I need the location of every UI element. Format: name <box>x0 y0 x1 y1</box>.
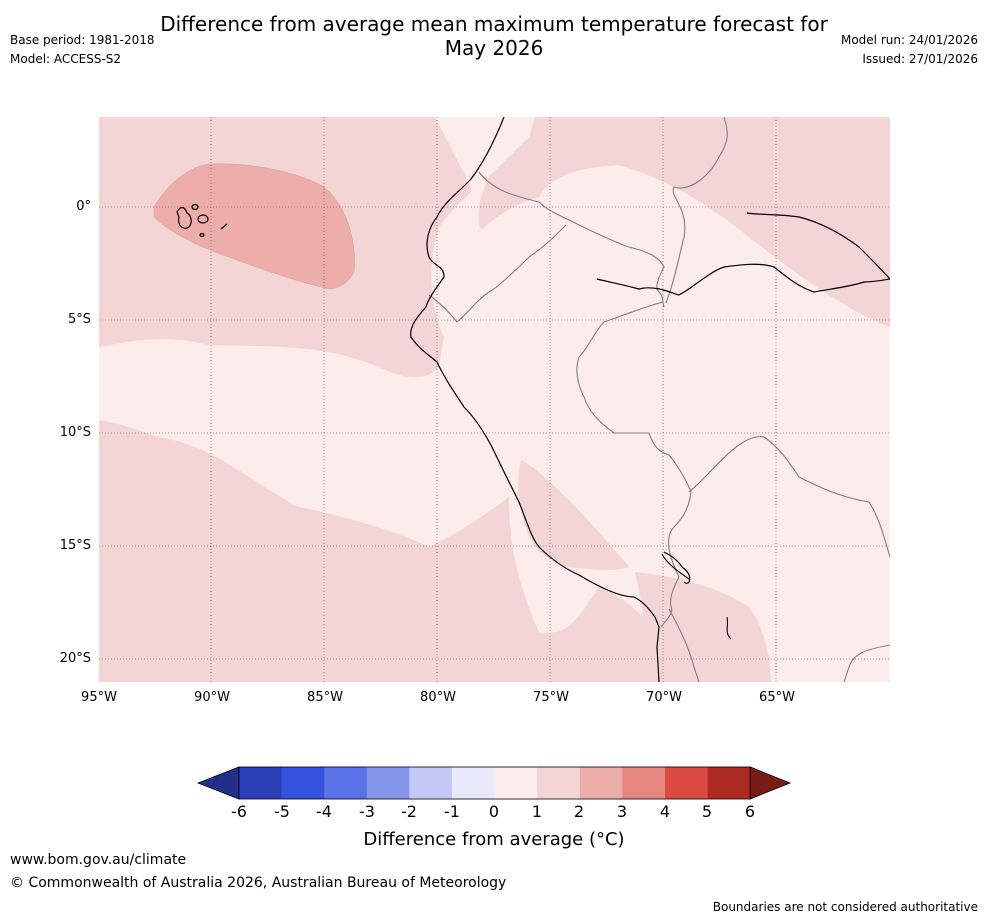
cb-tick-2: 2 <box>573 802 585 821</box>
colorbar <box>196 766 792 800</box>
lon-label-85w: 85°W <box>307 690 343 705</box>
colorbar-segment <box>537 767 581 799</box>
cb-tick-0: 0 <box>488 802 500 821</box>
coastlines <box>410 117 890 682</box>
colorbar-segment <box>665 767 708 799</box>
cb-tick-neg1: -1 <box>444 802 460 821</box>
map-title: Difference from average mean maximum tem… <box>0 12 988 60</box>
cb-tick-neg4: -4 <box>316 802 332 821</box>
lon-label-90w: 90°W <box>194 690 230 705</box>
cb-tick-neg2: -2 <box>401 802 417 821</box>
lakes <box>661 553 732 640</box>
graticule <box>99 117 890 682</box>
shade-band-0-1-north <box>435 117 535 235</box>
cb-tick-neg5: -5 <box>274 802 290 821</box>
cb-tick-neg6: -6 <box>231 802 247 821</box>
lat-label-10s: 10°S <box>59 425 91 440</box>
lon-label-75w: 75°W <box>533 690 569 705</box>
anomaly-map <box>99 117 890 682</box>
colorbar-segment <box>452 767 495 799</box>
model-name: Model: ACCESS-S2 <box>10 52 122 66</box>
colorbar-arrow-high <box>749 766 792 800</box>
lat-label-20s: 20°S <box>59 651 91 666</box>
lat-label-0: 0° <box>76 199 91 214</box>
issued-date: Issued: 27/01/2026 <box>862 52 978 66</box>
title-line-2: May 2026 <box>444 36 544 60</box>
lat-label-15s: 15°S <box>59 538 91 553</box>
cb-tick-3: 3 <box>616 802 628 821</box>
cb-tick-neg3: -3 <box>359 802 375 821</box>
galapagos-islands <box>176 203 228 238</box>
colorbar-segment <box>579 767 623 799</box>
colorbar-segment <box>409 767 453 799</box>
shade-andes-1-2 <box>518 460 629 571</box>
shade-band-0-1 <box>99 117 890 682</box>
cb-tick-4: 4 <box>659 802 671 821</box>
shade-altiplano-1-2 <box>635 572 771 682</box>
lon-label-95w: 95°W <box>81 690 117 705</box>
shade-galapagos-2-3 <box>153 163 355 290</box>
title-line-1: Difference from average mean maximum tem… <box>160 12 828 36</box>
colorbar-segment <box>324 767 368 799</box>
cb-tick-1: 1 <box>531 802 543 821</box>
cb-tick-6: 6 <box>744 802 756 821</box>
colorbar-segment <box>707 767 751 799</box>
cb-tick-5: 5 <box>701 802 713 821</box>
colorbar-segment <box>239 767 282 799</box>
lat-label-5s: 5°S <box>67 312 91 327</box>
colorbar-segment <box>366 767 410 799</box>
base-period: Base period: 1981-2018 <box>10 33 155 47</box>
colorbar-segment <box>622 767 666 799</box>
website-link[interactable]: www.bom.gov.au/climate <box>10 852 187 868</box>
colorbar-segment <box>494 767 538 799</box>
colorbar-segment <box>281 767 325 799</box>
lon-label-65w: 65°W <box>759 690 795 705</box>
country-borders <box>428 117 890 682</box>
colorbar-arrow-low <box>196 766 240 800</box>
colorbar-title: Difference from average (°C) <box>363 829 625 850</box>
lon-label-70w: 70°W <box>646 690 682 705</box>
copyright-notice: © Commonwealth of Australia 2026, Austra… <box>10 875 507 891</box>
colorbar-outline <box>238 766 751 800</box>
boundary-disclaimer: Boundaries are not considered authoritat… <box>712 900 978 914</box>
lon-label-80w: 80°W <box>420 690 456 705</box>
model-run: Model run: 24/01/2026 <box>840 33 978 47</box>
